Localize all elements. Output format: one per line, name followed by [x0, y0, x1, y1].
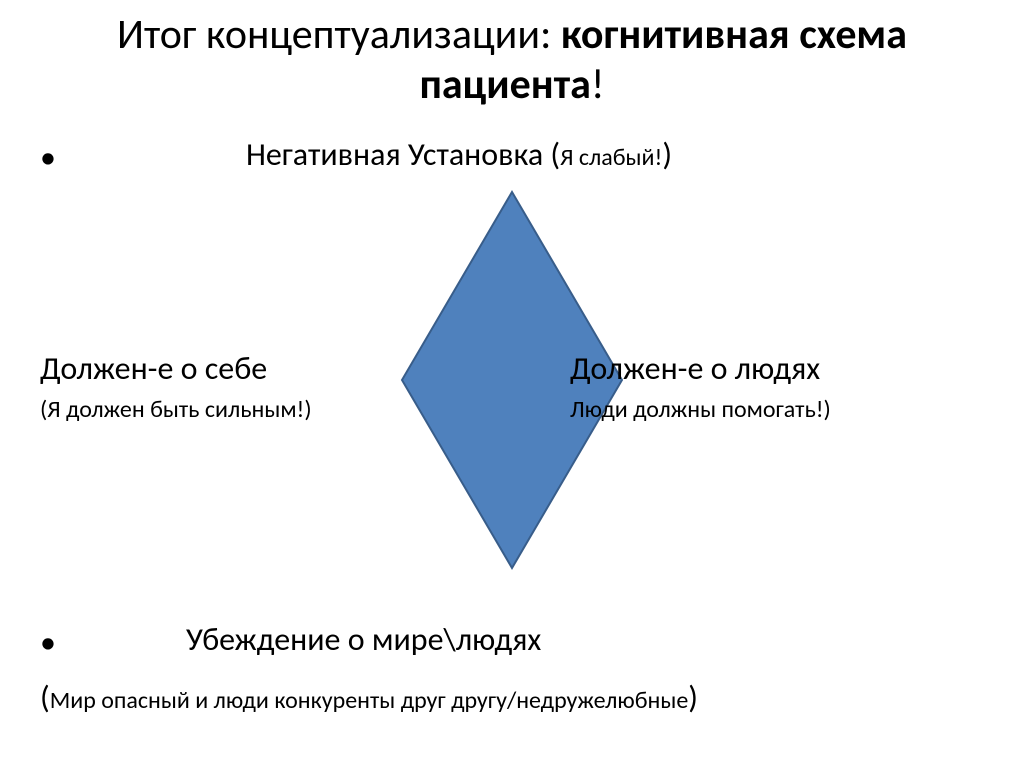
- bottom-line1: • Убеждение о мире\людях: [40, 620, 984, 662]
- left-label-block: Должен-е о себе (Я должен быть сильным!): [40, 350, 400, 426]
- bottom-line2: (Мир опасный и люди конкуренты друг друг…: [40, 678, 984, 717]
- right-main: Должен-е о людях: [570, 350, 990, 388]
- bottom-line1-text: Убеждение о мире\людях: [186, 620, 541, 659]
- left-sub: (Я должен быть сильным!): [40, 394, 400, 425]
- bottom-bullet: • Убеждение о мире\людях (Мир опасный и л…: [40, 620, 984, 717]
- bullet-dot-icon: •: [40, 138, 56, 177]
- top-small: Я слабый!: [560, 143, 662, 172]
- title-part1: Итог концептуализации:: [117, 9, 561, 60]
- right-sub: Люди должны помогать!): [570, 394, 990, 425]
- bottom-paren-open: (: [40, 678, 50, 717]
- bottom-line2-text: Мир опасный и люди конкуренты друг другу…: [50, 686, 689, 715]
- bottom-paren-close: ): [688, 678, 698, 717]
- top-bullet: • Негативная Установка (Я слабый!): [40, 135, 984, 177]
- top-paren-open: (: [550, 135, 560, 174]
- bullet-dot-icon: •: [40, 623, 56, 662]
- top-paren-close: ): [662, 135, 672, 174]
- title-part3: !: [591, 59, 605, 110]
- left-main: Должен-е о себе: [40, 350, 400, 388]
- slide-title: Итог концептуализации: когнитивная схема…: [0, 0, 1024, 111]
- right-label-block: Должен-е о людях Люди должны помогать!): [570, 350, 990, 426]
- top-label: Негативная Установка: [246, 135, 550, 174]
- slide: Итог концептуализации: когнитивная схема…: [0, 0, 1024, 767]
